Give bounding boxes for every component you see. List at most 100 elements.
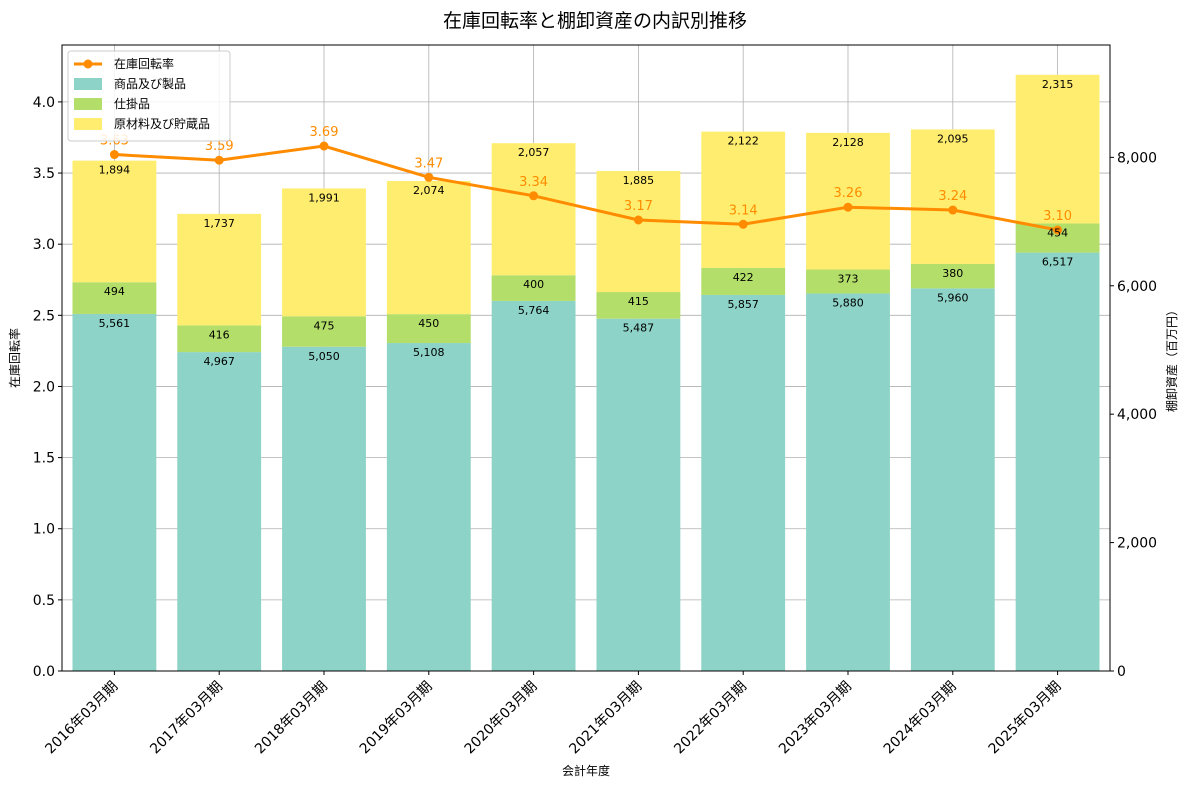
turnover-point	[109, 150, 119, 160]
x-tick-label: 2024年03月期	[881, 679, 960, 758]
left-y-tick-label: 1.0	[33, 522, 55, 538]
bar-value-label: 416	[209, 328, 230, 341]
bar-value-label: 422	[733, 271, 754, 284]
turnover-line	[114, 144, 1058, 232]
legend-label: 仕掛品	[114, 96, 150, 111]
left-y-tick-label: 0.0	[33, 664, 55, 680]
right-y-axis-title: 棚卸資産（百万円）	[1164, 304, 1179, 412]
turnover-point	[843, 202, 853, 212]
bar-segment	[701, 131, 786, 268]
turnover-value-label: 3.26	[834, 186, 863, 201]
bar-value-label: 5,561	[99, 317, 131, 330]
bar-value-label: 2,315	[1042, 78, 1074, 91]
bar-segment	[282, 188, 366, 317]
bar-segment	[177, 352, 262, 671]
bar-value-label: 2,095	[937, 132, 969, 145]
x-tick-label: 2022年03月期	[671, 679, 750, 758]
bar-segment	[177, 213, 262, 326]
left-y-axis-title: 在庫回転率	[7, 328, 22, 388]
left-y-tick-label: 3.0	[33, 237, 55, 253]
legend-marker	[83, 59, 93, 69]
bar-segment	[1015, 252, 1100, 671]
turnover-point	[424, 172, 434, 182]
x-tick-label: 2018年03月期	[252, 679, 331, 758]
bar-segment	[491, 300, 576, 671]
bar-value-label: 4,967	[203, 355, 235, 368]
legend-box	[67, 50, 231, 142]
bar-segment	[386, 343, 471, 671]
bar-segment	[282, 346, 366, 671]
turnover-value-label: 3.34	[519, 175, 548, 190]
bar-segment	[386, 314, 471, 344]
turnover-point	[214, 155, 224, 165]
right-y-tick-label: 4,000	[1117, 407, 1157, 423]
bar-value-label: 5,960	[937, 291, 969, 304]
left-y-tick-label: 2.0	[33, 379, 55, 395]
bar-value-label: 5,857	[727, 298, 759, 311]
bar-value-label: 380	[942, 267, 963, 280]
bar-segment	[1015, 74, 1100, 224]
bar-segment	[910, 288, 995, 671]
turnover-value-label: 3.24	[938, 189, 967, 204]
bar-segment	[910, 263, 995, 289]
left-y-tick-label: 1.5	[33, 451, 55, 467]
legend-label: 商品及び製品	[114, 76, 186, 91]
x-tick-label: 2023年03月期	[776, 679, 855, 758]
left-y-tick-label: 3.5	[33, 166, 55, 182]
legend-label: 在庫回転率	[114, 56, 174, 71]
plot-frame	[61, 44, 1111, 672]
bar-value-label: 2,057	[518, 146, 550, 159]
x-tick-label: 2020年03月期	[462, 679, 541, 758]
bar-value-label: 1,894	[99, 164, 131, 177]
bar-value-label: 5,108	[413, 346, 445, 359]
bar-segment	[72, 160, 157, 283]
bar-value-label: 475	[314, 319, 335, 332]
turnover-point	[633, 215, 643, 225]
bar-value-label: 415	[628, 295, 649, 308]
bar-segment	[491, 143, 576, 276]
bar-segment	[806, 293, 890, 671]
bar-segment	[596, 171, 681, 293]
right-y-tick-label: 6,000	[1117, 279, 1157, 295]
chart-title: 在庫回転率と棚卸資産の内訳別推移	[443, 10, 747, 32]
left-y-tick-label: 2.5	[33, 308, 55, 324]
bar-value-label: 373	[838, 273, 859, 286]
x-tick-label: 2019年03月期	[357, 679, 436, 758]
legend-swatch	[74, 118, 102, 130]
turnover-point	[319, 141, 329, 151]
right-y-tick-label: 2,000	[1117, 536, 1157, 552]
bar-value-label: 1,991	[308, 191, 340, 204]
bar-segment	[596, 318, 681, 671]
turnover-value-label: 3.69	[310, 125, 339, 140]
bar-segment	[177, 325, 262, 353]
bar-segment	[701, 267, 786, 295]
bar-segment	[806, 132, 890, 270]
bar-segment	[701, 294, 786, 671]
bar-segment	[386, 180, 471, 315]
bar-segment	[72, 282, 157, 314]
bar-segment	[72, 313, 157, 671]
turnover-value-label: 3.17	[624, 199, 653, 214]
bar-value-label: 5,050	[308, 350, 340, 363]
turnover-point	[1053, 225, 1063, 235]
left-y-tick-label: 0.5	[33, 593, 55, 609]
right-y-tick-label: 0	[1117, 664, 1126, 680]
x-tick-label: 2016年03月期	[42, 679, 121, 758]
bar-value-label: 2,074	[413, 184, 445, 197]
x-tick-label: 2017年03月期	[147, 679, 226, 758]
bar-value-label: 400	[523, 278, 544, 291]
bar-value-label: 5,880	[832, 296, 864, 309]
bar-series	[72, 74, 1100, 671]
bar-value-label: 494	[104, 285, 125, 298]
bar-segment	[806, 269, 890, 294]
right-y-tick-label: 8,000	[1117, 150, 1157, 166]
legend-swatch	[74, 98, 102, 110]
turnover-value-label: 3.10	[1043, 209, 1072, 224]
turnover-value-label: 3.47	[414, 156, 443, 171]
x-axis-title: 会計年度	[562, 763, 610, 778]
turnover-value-label: 3.59	[205, 139, 234, 154]
legend-label: 原材料及び貯蔵品	[114, 117, 210, 131]
